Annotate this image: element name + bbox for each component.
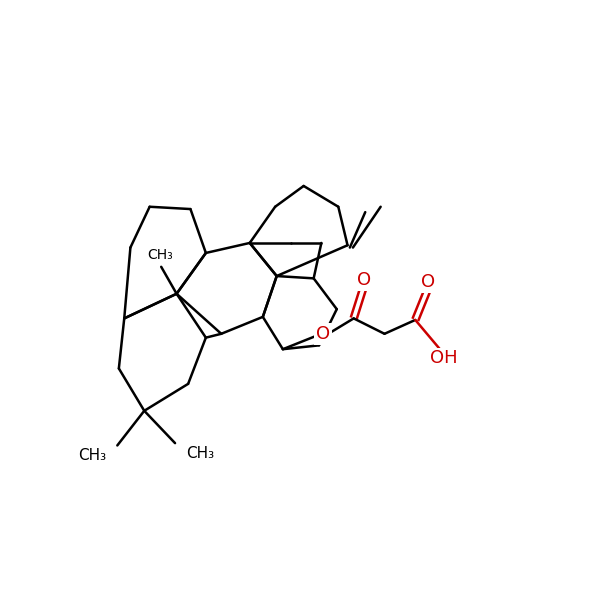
Text: O: O — [421, 273, 436, 291]
Text: CH₃: CH₃ — [147, 248, 173, 262]
Text: O: O — [316, 325, 330, 343]
Text: OH: OH — [430, 349, 458, 367]
Text: CH₃: CH₃ — [187, 446, 215, 461]
Text: O: O — [358, 271, 371, 289]
Text: CH₃: CH₃ — [77, 448, 106, 463]
